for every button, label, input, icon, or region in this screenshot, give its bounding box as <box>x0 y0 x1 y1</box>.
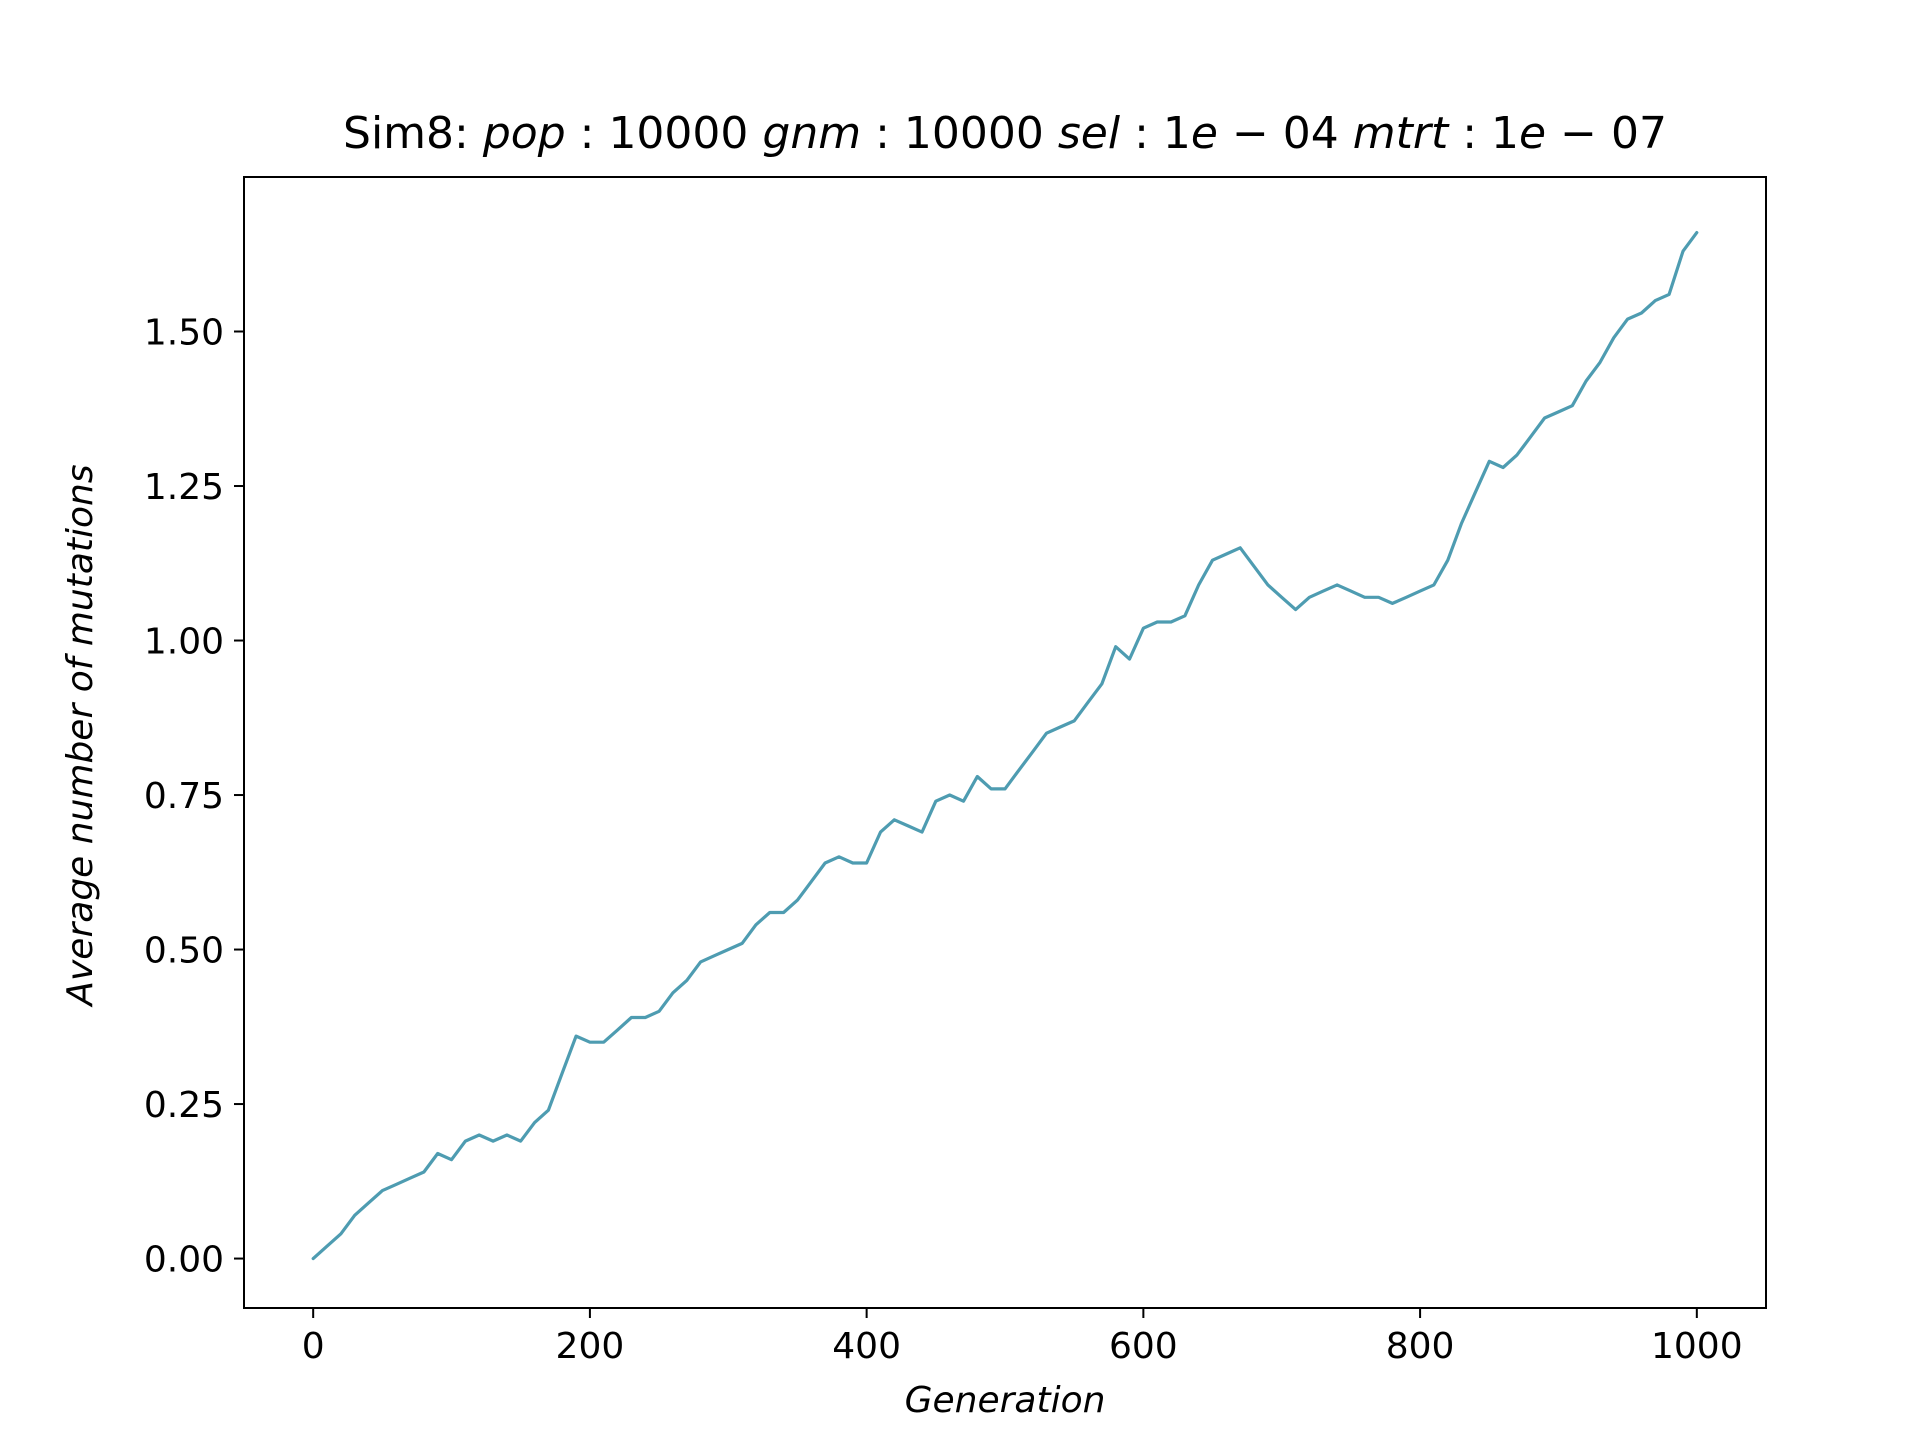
x-tick-label: 800 <box>1386 1326 1455 1367</box>
chart-title-part: − 07 <box>1546 108 1667 159</box>
plot-frame <box>243 176 1767 1309</box>
chart-title-part: : 10000 <box>861 108 1058 159</box>
x-tick-label: 600 <box>1109 1326 1178 1367</box>
x-axis: 0 200 400 600 800 1000 <box>302 1308 1743 1367</box>
x-tick-label: 400 <box>832 1326 901 1367</box>
chart-title-part: − 04 <box>1218 108 1353 159</box>
x-tick-label: 200 <box>556 1326 625 1367</box>
chart-title-part: sel <box>1058 108 1121 159</box>
y-tick-label: 0.50 <box>144 931 224 972</box>
y-tick-label: 0.75 <box>144 776 224 817</box>
x-tick-label: 1000 <box>1651 1326 1743 1367</box>
chart-title-part: : 10000 <box>566 108 763 159</box>
chart-title-part: mtrt <box>1353 108 1450 159</box>
y-axis: 0.00 0.25 0.50 0.75 1.00 1.25 1.50 <box>144 313 244 1281</box>
chart-title-part: : 1 <box>1120 108 1191 159</box>
chart-title-part: gnm <box>762 108 861 159</box>
chart-title-part: pop <box>482 108 566 159</box>
y-tick-label: 1.50 <box>144 313 224 354</box>
chart-title-part: e <box>1519 108 1546 159</box>
chart-title: Sim8: pop : 10000 gnm : 10000 sel : 1e −… <box>343 108 1667 159</box>
x-axis-title: Generation <box>905 1380 1106 1421</box>
x-tick-label: 0 <box>302 1326 325 1367</box>
series-line <box>311 231 1699 1261</box>
y-tick-label: 0.00 <box>144 1240 224 1281</box>
chart-title-part: Sim8: <box>343 108 483 159</box>
y-tick-label: 1.00 <box>144 622 224 663</box>
y-tick-label: 0.25 <box>144 1085 224 1126</box>
y-tick-label: 1.25 <box>144 467 224 508</box>
chart-title-part: e <box>1191 108 1218 159</box>
y-axis-title: Average number of mutations <box>60 464 101 1007</box>
chart-title-part: : 1 <box>1448 108 1519 159</box>
plot-area <box>243 176 1767 1309</box>
